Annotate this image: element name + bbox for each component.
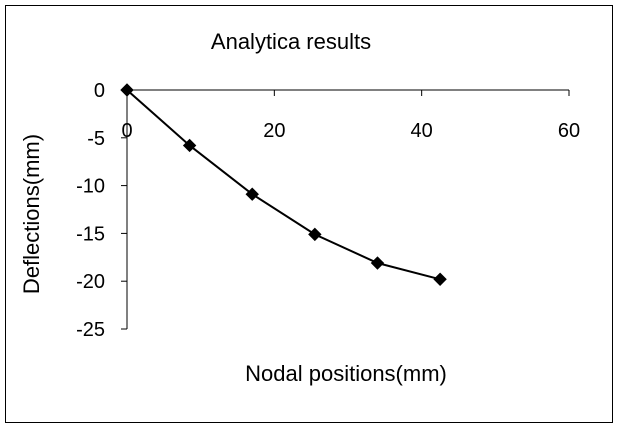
- y-tick-label: -20: [76, 271, 105, 293]
- x-axis-title: Nodal positions(mm): [245, 361, 447, 386]
- y-tick-label: -5: [87, 128, 105, 150]
- line-chart: Analytica results 0 20 40 60 0 -5 -10 -15 -20 -25…: [19, 29, 580, 386]
- data-point: [120, 83, 134, 97]
- data-point: [370, 256, 385, 270]
- tick-labels: 0 20 40 60 0 -5 -10 -15 -20 -25: [76, 80, 580, 341]
- data-point: [433, 272, 447, 286]
- x-tick-label: 20: [263, 120, 285, 142]
- data-point: [308, 227, 322, 242]
- plot-area: [120, 83, 447, 286]
- x-tick-label: 60: [558, 120, 580, 142]
- y-tick-label: -10: [76, 176, 105, 198]
- data-point: [182, 138, 197, 153]
- y-tick-label: -25: [76, 319, 105, 341]
- data-point: [245, 187, 259, 201]
- x-tick-label: 0: [121, 120, 132, 142]
- chart-title: Analytica results: [211, 29, 371, 54]
- chart-frame: Analytica results 0 20 40 60 0 -5 -10 -15 -20 -25…: [5, 5, 613, 423]
- y-tick-label: 0: [94, 80, 105, 102]
- series-line: [126, 89, 441, 281]
- x-tick-label: 40: [411, 120, 433, 142]
- axes: [121, 89, 570, 330]
- y-tick-label: -15: [76, 223, 105, 245]
- y-axis-title: Deflections(mm): [19, 134, 44, 294]
